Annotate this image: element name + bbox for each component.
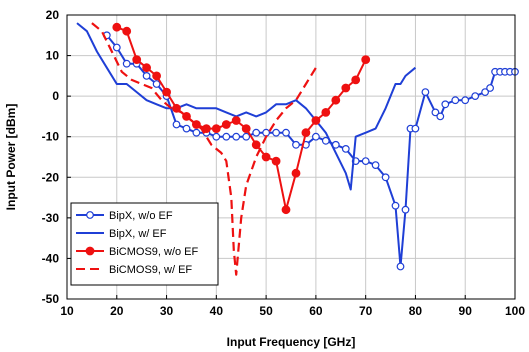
data-point — [281, 205, 291, 215]
y-tick-label: -40 — [42, 251, 60, 265]
y-tick-label: -20 — [42, 170, 60, 184]
data-point — [436, 112, 445, 121]
data-point — [361, 55, 371, 64]
data-point — [311, 116, 321, 125]
y-tick-label: -10 — [42, 130, 60, 144]
data-point — [421, 88, 430, 96]
data-point — [292, 140, 300, 149]
x-tick-label: 60 — [309, 304, 323, 318]
data-point — [272, 128, 281, 137]
tick-layer: 10 20 30 40 50 60 70 80 90 100 -50 -40 -30 -20 -10 0 10 2… — [42, 8, 526, 318]
series-line — [116, 26, 367, 211]
y-tick-label: 10 — [46, 49, 60, 63]
data-point — [142, 71, 151, 80]
data-point — [396, 262, 405, 271]
data-point — [142, 63, 152, 73]
y-tick-label: -50 — [42, 292, 60, 306]
y-tick-label: 0 — [52, 89, 59, 103]
y-tick-label: -30 — [42, 211, 60, 225]
data-point — [112, 43, 121, 52]
data-point — [212, 132, 221, 141]
data-point — [371, 161, 380, 170]
legend: BipX, w/o EF BipX, w/ EF BiCMOS9, w/o EF Bi… — [70, 202, 219, 286]
data-point — [162, 87, 172, 97]
legend-marker — [85, 246, 95, 256]
data-point — [231, 116, 241, 125]
series-line — [76, 22, 417, 191]
x-tick-label: 30 — [160, 304, 174, 318]
data-point — [291, 168, 301, 178]
data-point — [331, 95, 341, 105]
data-point — [251, 140, 261, 150]
x-tick-label: 100 — [505, 304, 525, 318]
data-point — [471, 92, 480, 100]
data-point — [222, 132, 231, 141]
data-point — [122, 59, 131, 68]
data-point — [172, 120, 181, 129]
data-point — [192, 128, 201, 137]
data-point — [301, 128, 311, 138]
x-tick-label: 90 — [459, 304, 473, 318]
x-tick-label: 10 — [60, 304, 74, 318]
series-1 — [76, 22, 417, 191]
x-tick-label: 20 — [110, 304, 124, 318]
legend-label: BiCMOS9, w/ EF — [109, 264, 192, 276]
plot-area-frame — [66, 14, 516, 300]
data-point — [211, 124, 221, 134]
data-point — [321, 107, 331, 117]
data-point — [381, 173, 390, 182]
data-point — [486, 84, 495, 92]
data-point — [431, 108, 440, 117]
data-point — [341, 83, 351, 93]
data-point — [401, 205, 410, 214]
x-axis-title: Input Frequency [GHz] — [227, 335, 356, 349]
data-point — [221, 120, 231, 129]
data-point — [132, 55, 142, 64]
data-point — [152, 80, 161, 88]
legend-label: BipX, w/ EF — [109, 228, 167, 240]
data-point — [232, 132, 241, 141]
data-point — [451, 96, 460, 105]
series-layer — [76, 22, 519, 276]
data-point — [282, 128, 290, 137]
data-point — [152, 71, 162, 81]
data-point — [261, 152, 271, 162]
series-line — [91, 22, 317, 276]
data-point — [312, 132, 320, 141]
data-point — [252, 128, 261, 137]
y-tick-label: 20 — [46, 8, 60, 22]
data-point — [361, 157, 370, 166]
data-point — [391, 201, 400, 210]
legend-box — [70, 202, 219, 286]
series-0 — [102, 31, 519, 271]
data-point — [441, 100, 450, 109]
y-axis-title: Input Power [dBm] — [4, 104, 18, 211]
data-point — [182, 124, 191, 133]
x-tick-label: 70 — [359, 304, 373, 318]
data-point — [341, 144, 350, 153]
data-point — [481, 88, 490, 96]
legend-marker — [86, 211, 94, 219]
x-tick-label: 50 — [259, 304, 273, 318]
data-point — [411, 124, 420, 133]
data-point — [112, 22, 122, 32]
x-tick-label: 40 — [210, 304, 224, 318]
series-2 — [112, 22, 371, 215]
x-tick-label: 80 — [409, 304, 423, 318]
data-point — [271, 156, 281, 166]
data-point — [242, 132, 251, 141]
data-point — [122, 26, 132, 36]
legend-label: BipX, w/o EF — [109, 210, 173, 222]
legend-label: BiCMOS9, w/o EF — [109, 246, 199, 258]
data-point — [461, 96, 470, 105]
data-point — [351, 75, 361, 85]
data-point — [241, 124, 251, 134]
series-3 — [91, 22, 317, 276]
